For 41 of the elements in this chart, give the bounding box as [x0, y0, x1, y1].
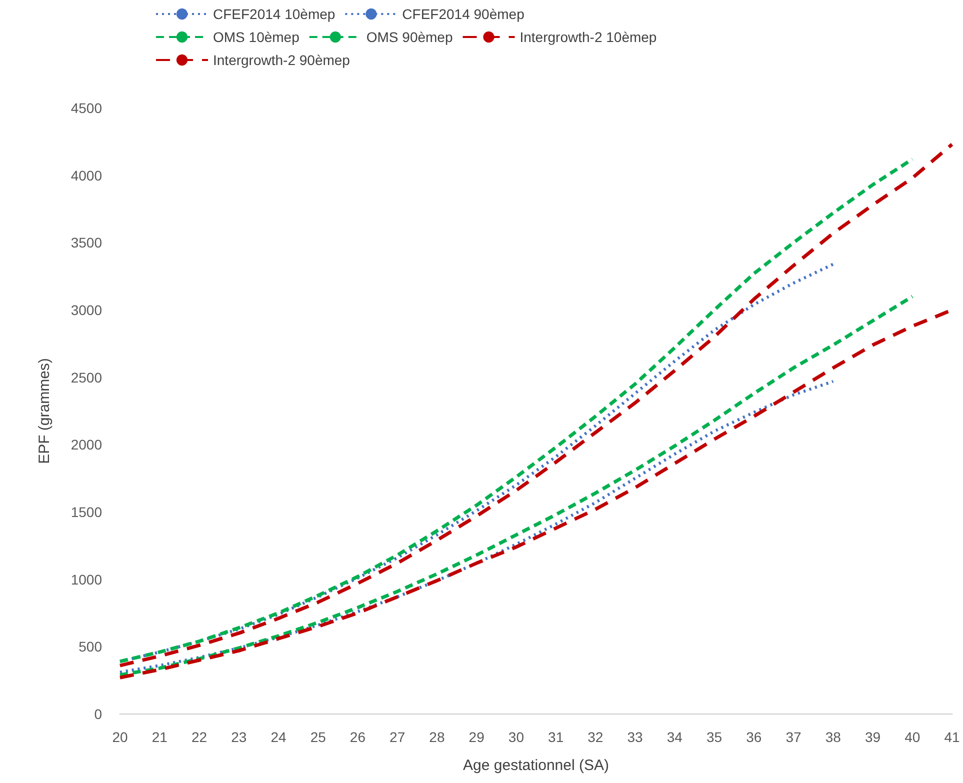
- x-tick-label: 33: [627, 729, 644, 745]
- x-tick-label: 40: [904, 729, 920, 745]
- x-tick-label: 22: [191, 729, 208, 745]
- x-tick-label: 37: [786, 729, 802, 745]
- x-axis-title: Age gestationnel (SA): [463, 757, 609, 774]
- y-tick-label: 1000: [70, 571, 102, 588]
- x-tick-label: 32: [588, 729, 604, 745]
- x-tick-label: 25: [310, 729, 326, 745]
- x-tick-label: 35: [706, 729, 722, 745]
- legend-label: Intergrowth-2 10èmep: [520, 29, 657, 45]
- y-tick-label: 4500: [70, 100, 102, 116]
- y-tick-label: 2000: [70, 436, 102, 453]
- x-tick-label: 21: [152, 729, 168, 745]
- x-tick-label: 27: [390, 729, 406, 745]
- x-tick-label: 20: [112, 729, 128, 745]
- x-tick-label: 34: [666, 729, 683, 745]
- line-series: [118, 380, 835, 674]
- x-tick-label: 36: [746, 729, 762, 745]
- y-tick-label: 3000: [70, 302, 102, 318]
- y-axis-title: EPF (grammes): [36, 358, 53, 464]
- y-tick-label: 3500: [70, 234, 102, 251]
- y-tick-label: 1500: [70, 504, 102, 520]
- legend-label: CFEF2014 10èmep: [213, 6, 336, 22]
- legend-label: OMS 90èmep: [366, 29, 453, 45]
- y-tick-label: 500: [78, 638, 102, 655]
- x-tick-label: 28: [429, 729, 445, 745]
- legend-label: Intergrowth-2 90èmep: [213, 52, 350, 68]
- y-tick-label: 4000: [70, 167, 102, 184]
- x-tick-label: 30: [508, 729, 524, 745]
- y-tick-label: 2500: [70, 369, 102, 386]
- x-tick-label: 24: [270, 729, 286, 745]
- legend-label: OMS 10èmep: [213, 29, 300, 45]
- x-tick-label: 31: [548, 729, 564, 745]
- x-tick-label: 38: [825, 729, 842, 745]
- x-tick-label: 41: [944, 729, 960, 745]
- y-tick-label: 0: [94, 706, 102, 722]
- x-tick-label: 29: [468, 729, 485, 745]
- x-tick-label: 26: [350, 729, 366, 745]
- x-tick-label: 23: [231, 729, 247, 745]
- x-tick-label: 39: [864, 729, 881, 745]
- legend-label: CFEF2014 90èmep: [402, 6, 525, 22]
